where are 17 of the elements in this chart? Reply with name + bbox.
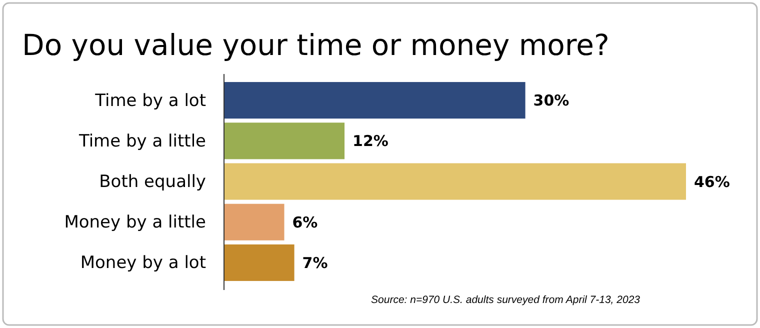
y-tick-label: Time by a lot: [94, 90, 206, 111]
bar: [224, 244, 294, 281]
y-tick-label: Money by a little: [64, 212, 206, 233]
data-label: 6%: [292, 213, 318, 232]
y-tick-label: Both equally: [99, 172, 206, 192]
chart-title: Do you value your time or money more?: [22, 28, 610, 62]
bar: [224, 204, 284, 240]
bar: [224, 82, 526, 119]
data-label: 12%: [352, 132, 388, 150]
bar: [224, 122, 345, 160]
y-tick-label: Money by a lot: [80, 253, 206, 274]
y-tick-label: Time by a little: [78, 131, 206, 152]
data-label: 7%: [302, 254, 328, 272]
data-label: 46%: [694, 172, 730, 191]
source-note: Source: n=970 U.S. adults surveyed from April 7-13, 2023: [371, 294, 640, 306]
bar: [224, 163, 686, 200]
data-label: 30%: [533, 92, 570, 110]
